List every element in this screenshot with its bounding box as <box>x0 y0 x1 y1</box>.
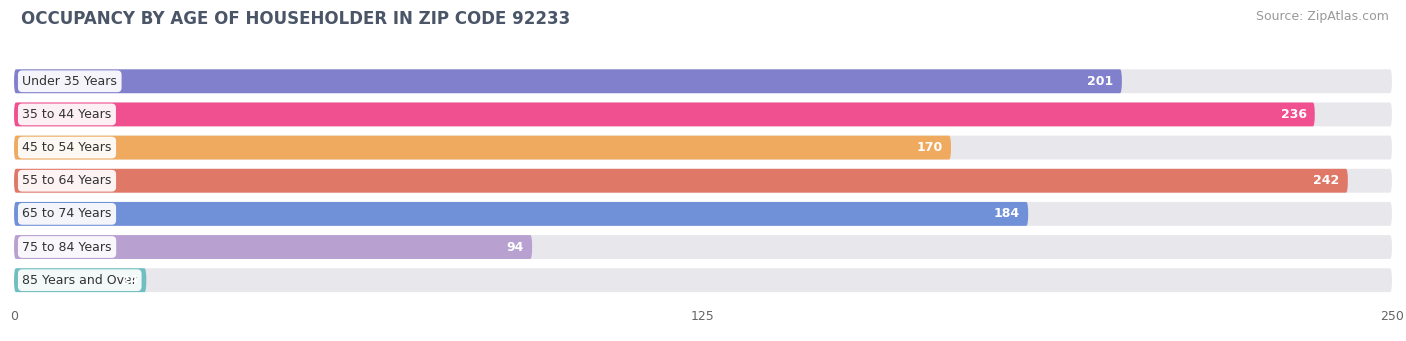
Text: Under 35 Years: Under 35 Years <box>22 75 117 88</box>
Text: Source: ZipAtlas.com: Source: ZipAtlas.com <box>1256 10 1389 23</box>
FancyBboxPatch shape <box>14 136 950 160</box>
FancyBboxPatch shape <box>14 268 1392 292</box>
FancyBboxPatch shape <box>14 235 531 259</box>
FancyBboxPatch shape <box>14 136 1392 160</box>
Text: 55 to 64 Years: 55 to 64 Years <box>22 174 111 187</box>
Text: 24: 24 <box>121 274 138 287</box>
Text: 65 to 74 Years: 65 to 74 Years <box>22 207 111 220</box>
Text: 35 to 44 Years: 35 to 44 Years <box>22 108 111 121</box>
FancyBboxPatch shape <box>14 103 1392 127</box>
Text: 85 Years and Over: 85 Years and Over <box>22 274 138 287</box>
FancyBboxPatch shape <box>14 235 1392 259</box>
Text: 242: 242 <box>1313 174 1340 187</box>
FancyBboxPatch shape <box>14 169 1348 193</box>
Text: 170: 170 <box>917 141 943 154</box>
FancyBboxPatch shape <box>14 103 1315 127</box>
Text: OCCUPANCY BY AGE OF HOUSEHOLDER IN ZIP CODE 92233: OCCUPANCY BY AGE OF HOUSEHOLDER IN ZIP C… <box>21 10 571 28</box>
FancyBboxPatch shape <box>14 169 1392 193</box>
FancyBboxPatch shape <box>14 69 1392 93</box>
Text: 184: 184 <box>994 207 1019 220</box>
FancyBboxPatch shape <box>14 202 1028 226</box>
Text: 75 to 84 Years: 75 to 84 Years <box>22 240 112 254</box>
Text: 201: 201 <box>1087 75 1114 88</box>
Text: 94: 94 <box>506 240 524 254</box>
Text: 45 to 54 Years: 45 to 54 Years <box>22 141 111 154</box>
Text: 236: 236 <box>1281 108 1306 121</box>
FancyBboxPatch shape <box>14 202 1392 226</box>
FancyBboxPatch shape <box>14 268 146 292</box>
FancyBboxPatch shape <box>14 69 1122 93</box>
